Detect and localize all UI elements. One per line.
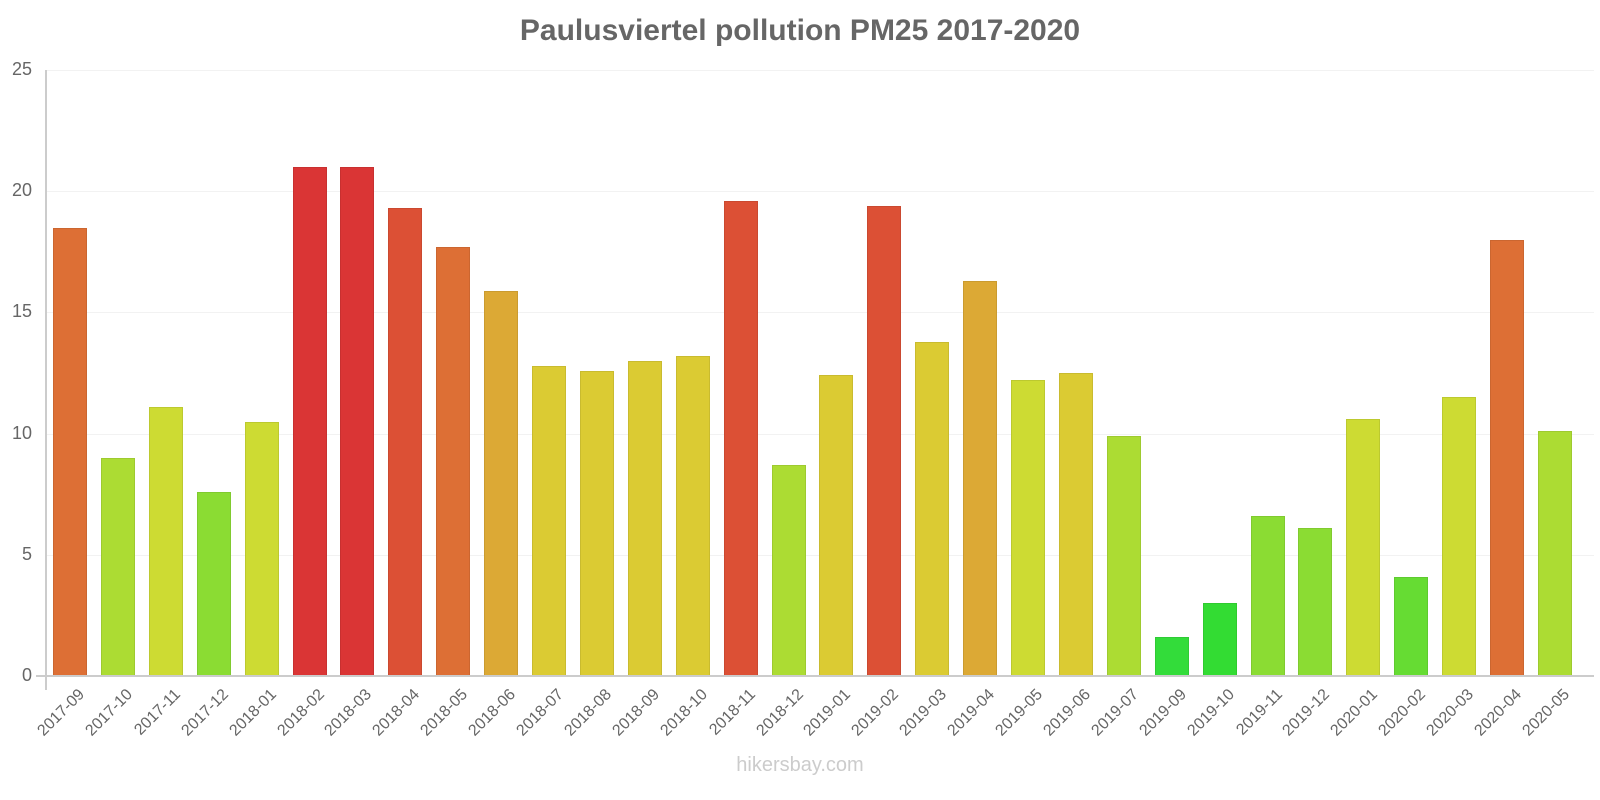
bar-2017-10[interactable] (100, 457, 135, 676)
y-axis-line (45, 70, 47, 690)
bar-2018-06[interactable] (484, 290, 519, 676)
bar-2017-09[interactable] (53, 227, 87, 676)
bar-2018-01[interactable] (244, 421, 279, 676)
watermark: hikersbay.com (736, 754, 864, 776)
gridline (46, 191, 1594, 192)
y-tick-label: 0 (21, 665, 32, 685)
bar-2019-12[interactable] (1298, 528, 1333, 676)
bar-2020-05[interactable] (1537, 431, 1572, 676)
bar-2017-11[interactable] (148, 406, 183, 676)
bar-2019-09[interactable] (1154, 637, 1189, 676)
y-tick-label: 25 (11, 59, 32, 79)
gridline (46, 70, 1594, 71)
bar-2019-05[interactable] (1011, 380, 1045, 676)
bar-2018-05[interactable] (436, 247, 471, 676)
y-tick-label: 15 (11, 301, 32, 321)
bar-2019-10[interactable] (1202, 603, 1237, 676)
bar-2018-10[interactable] (675, 356, 710, 676)
bar-2018-04[interactable] (388, 208, 423, 676)
bar-2019-11[interactable] (1250, 516, 1285, 676)
bar-2020-01[interactable] (1346, 419, 1381, 676)
y-tick-label: 20 (11, 180, 32, 200)
y-tick-label: 10 (11, 423, 32, 443)
bar-2020-02[interactable] (1394, 576, 1429, 676)
bar-2020-03[interactable] (1442, 397, 1477, 676)
bar-2017-12[interactable] (196, 491, 231, 676)
bar-2018-02[interactable] (292, 167, 327, 676)
bar-2019-07[interactable] (1106, 436, 1141, 676)
gridline (46, 312, 1594, 313)
bar-2019-04[interactable] (963, 280, 998, 676)
chart-title: Paulusviertel pollution PM25 2017-2020 (519, 14, 1081, 47)
bar-2019-01[interactable] (819, 375, 854, 676)
bar-2018-03[interactable] (340, 167, 375, 676)
bar-2020-04[interactable] (1490, 239, 1524, 676)
y-tick-label: 5 (21, 544, 32, 564)
bar-2018-12[interactable] (771, 465, 806, 676)
bar-2018-07[interactable] (532, 365, 566, 676)
bar-2019-02[interactable] (867, 205, 902, 676)
bar-2019-06[interactable] (1058, 373, 1093, 676)
bar-2018-11[interactable] (723, 200, 758, 676)
bar-2019-03[interactable] (915, 341, 950, 676)
bar-2018-09[interactable] (627, 360, 662, 676)
x-axis-line (36, 675, 1594, 677)
bar-2018-08[interactable] (579, 370, 614, 676)
